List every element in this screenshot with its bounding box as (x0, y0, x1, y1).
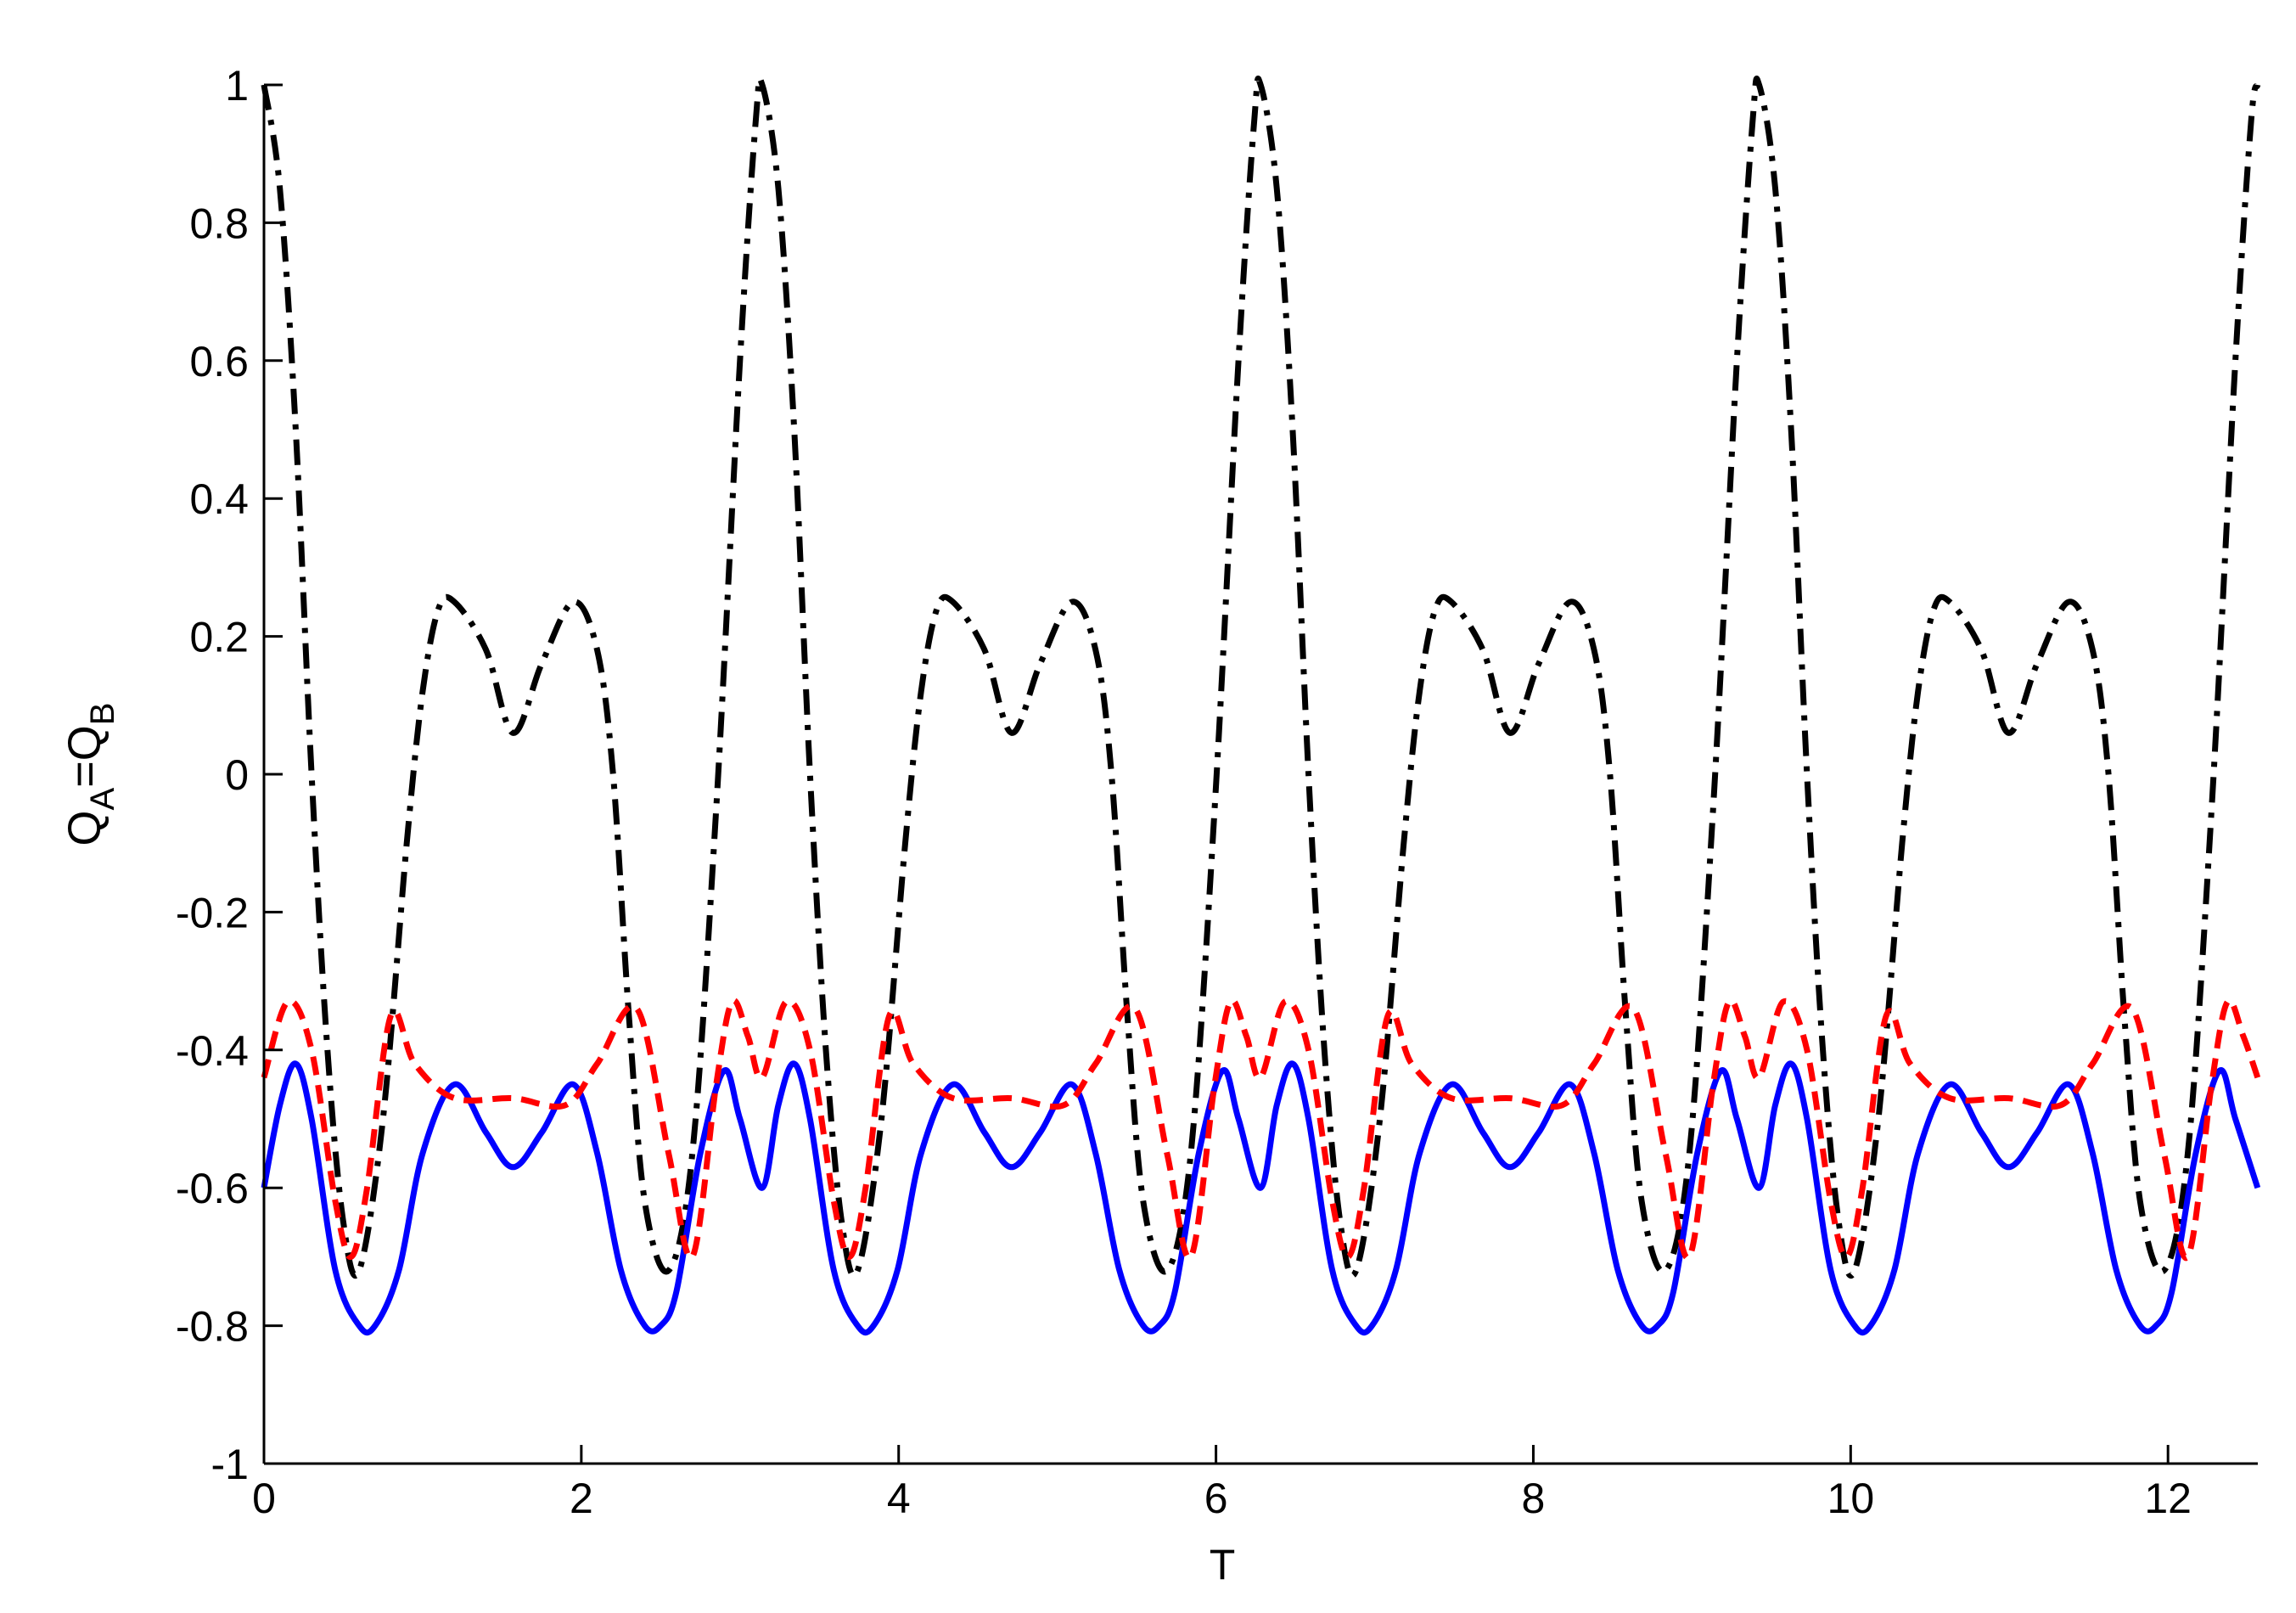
y-tick-label: -0.8 (176, 1303, 249, 1351)
series-black-dashdot-line (261, 76, 2261, 1279)
y-tick-label: 0.2 (189, 614, 249, 661)
y-label-q-a: Q (59, 810, 110, 846)
x-tick-label: 12 (2144, 1475, 2192, 1522)
y-tick-label: 0.6 (189, 338, 249, 385)
x-tick-label: 8 (1522, 1475, 1546, 1522)
y-axis-label: QA=QB (59, 703, 121, 846)
y-label-sub-a: A (84, 787, 121, 810)
y-label-sub-b: B (84, 703, 121, 726)
series-layer (261, 76, 2261, 1336)
x-tick-label: 0 (252, 1475, 276, 1522)
y-tick-label: -0.2 (176, 889, 249, 936)
y-label-equals-q: =Q (59, 725, 110, 788)
y-ticks: 1 0.8 0.6 0.4 0.2 0 -0.2 -0.4 -0.6 -0.8 -1 (176, 62, 283, 1488)
y-tick-label: 0.4 (189, 475, 249, 523)
x-ticks: 0 2 4 6 8 10 12 (252, 1445, 2192, 1522)
y-tick-label: 1 (225, 62, 249, 110)
y-tick-label: 0.8 (189, 200, 249, 247)
y-tick-label: -0.4 (176, 1027, 249, 1075)
x-tick-label: 2 (570, 1475, 593, 1522)
y-tick-label: 0 (225, 751, 249, 799)
series-blue-solid-line (261, 1060, 2261, 1336)
x-tick-label: 10 (1827, 1475, 1875, 1522)
y-tick-label: -1 (211, 1441, 249, 1488)
x-axis-label: T (1210, 1541, 1236, 1588)
x-tick-label: 4 (887, 1475, 911, 1522)
x-tick-label: 6 (1204, 1475, 1228, 1522)
y-tick-label: -0.6 (176, 1165, 249, 1212)
